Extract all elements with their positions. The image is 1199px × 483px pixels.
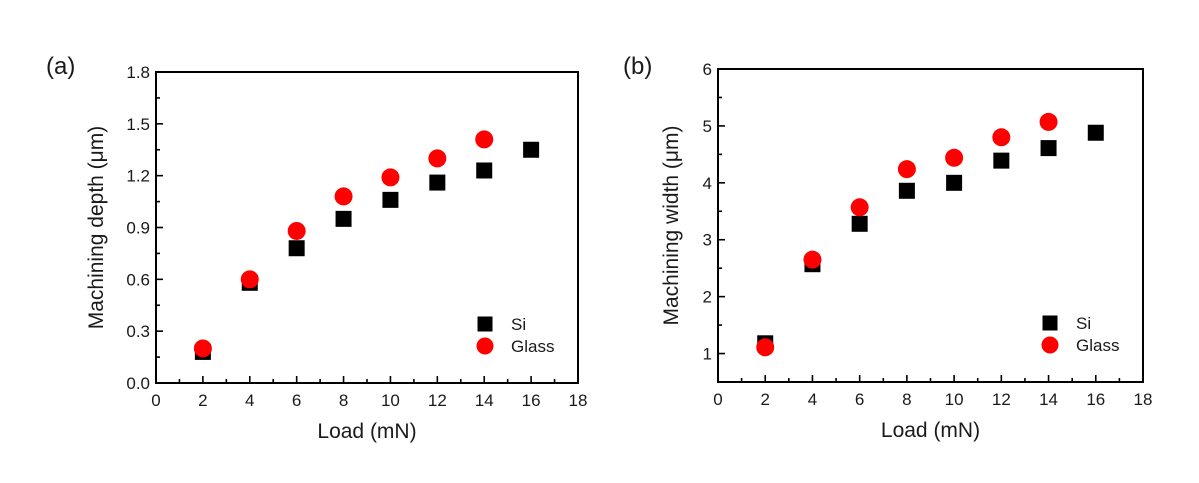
glass-point [240,270,259,289]
series-glass [193,130,494,358]
si-point [993,152,1010,169]
si-point [946,174,963,191]
x-tick-label: 10 [381,391,400,410]
glass-point [475,130,494,149]
legend-label: Si [1076,314,1091,333]
x-tick-label: 10 [945,390,964,409]
x-tick-label: 14 [475,391,494,410]
y-tick-label: 1.8 [126,63,150,82]
y-tick-label: 0.3 [126,322,150,341]
glass-point [756,338,775,357]
y-tick-label: 5 [703,117,712,136]
x-tick-label: 18 [1134,390,1153,409]
y-tick-label: 0.0 [126,374,150,393]
x-tick-label: 12 [992,390,1011,409]
x-tick-label: 0 [151,391,160,410]
y-axis-label: Machining depth (μm) [85,126,108,330]
y-tick-label: 0.9 [126,219,150,238]
y-tick-label: 1.2 [126,167,150,186]
glass-point [193,339,212,358]
legend-square-marker [1042,315,1058,331]
glass-point [850,198,869,217]
glass-point [897,160,916,179]
x-tick-label: 8 [339,391,348,410]
y-tick-label: 0.6 [126,270,150,289]
si-point [1087,124,1104,141]
x-tick-label: 18 [569,391,588,410]
legend-label: Glass [1076,336,1119,355]
legend-square-marker [477,316,493,332]
glass-point [287,221,306,240]
legend-circle-marker [476,337,494,355]
x-axis-label: Load (mN) [881,419,980,442]
glass-point [992,128,1011,147]
glass-point [1039,112,1058,131]
x-tick-label: 14 [1039,390,1058,409]
legend-label: Si [511,315,526,334]
si-point [288,240,305,257]
y-tick-label: 2 [703,288,712,307]
si-point [898,182,915,199]
panel-a: (a) 0 2 4 6 8 10 12 14 16 18 0.0 0.3 0.6 0.9 1.2 1.5 1.8 L… [46,53,587,443]
y-tick-label: 6 [703,60,712,79]
x-axis-label: Load (mN) [317,420,416,443]
y-axis-label: Machining width (μm) [660,126,683,326]
y-tick-label: 4 [703,174,712,193]
si-point [429,174,446,191]
series-glass [756,112,1058,357]
panel-label: (a) [46,53,75,80]
si-point [1040,140,1057,157]
glass-point [803,250,822,269]
panel-label: (b) [623,53,652,80]
si-point [476,162,493,179]
si-point [851,215,868,232]
si-point [335,210,352,227]
legend: Si Glass [476,315,554,356]
x-tick-label: 2 [760,390,769,409]
x-tick-label: 4 [245,391,254,410]
glass-point [428,149,447,168]
x-tick-label: 8 [902,390,911,409]
legend-circle-marker [1041,336,1059,354]
x-tick-label: 6 [855,390,864,409]
legend: Si Glass [1041,314,1119,355]
x-tick-label: 16 [1086,390,1105,409]
legend-label: Glass [511,337,554,356]
x-tick-label: 12 [428,391,447,410]
x-tick-label: 0 [713,390,722,409]
glass-point [334,187,353,206]
si-point [523,141,540,158]
glass-point [381,168,400,187]
glass-point [945,148,964,167]
y-tick-label: 3 [703,231,712,250]
x-tick-label: 4 [808,390,817,409]
y-tick-label: 1 [703,345,712,364]
x-tick-label: 16 [522,391,541,410]
x-tick-label: 2 [198,391,207,410]
x-tick-label: 6 [292,391,301,410]
y-tick-label: 1.5 [126,115,150,134]
si-point [382,191,399,208]
